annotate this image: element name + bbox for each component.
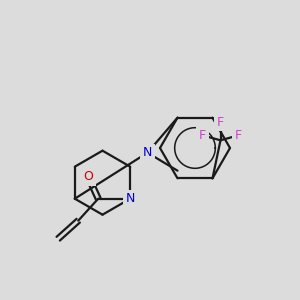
Text: F: F xyxy=(217,116,224,129)
Text: N: N xyxy=(125,192,135,205)
Text: N: N xyxy=(143,146,152,159)
Text: O: O xyxy=(83,170,93,183)
Text: F: F xyxy=(199,129,206,142)
Text: F: F xyxy=(235,129,242,142)
